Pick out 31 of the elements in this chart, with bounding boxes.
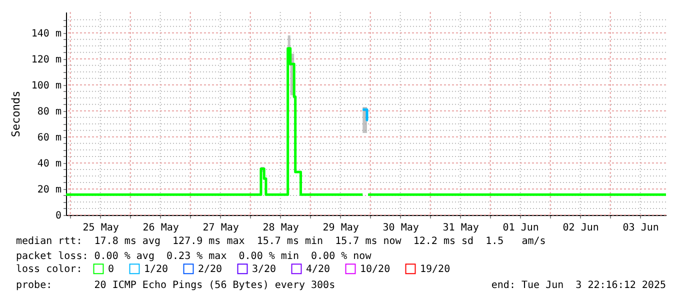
x-tick-label: 31 May (442, 222, 479, 234)
x-tick-label: 29 May (322, 222, 359, 234)
y-tick-label: 100 m (31, 80, 62, 92)
legend-label: 0 (108, 264, 114, 275)
legend-label: 19/20 (420, 264, 450, 275)
x-tick-label: 28 May (262, 222, 299, 234)
text: median rtt: 17.8 ms avg 127.9 ms max 15.7 ms min 15.7 ms now 12.2 ms sd 1.5 am/s (16, 236, 546, 247)
x-tick-label: 02 Jun (562, 222, 599, 234)
text: probe: 20 ICMP Echo Pings (56 Bytes) every 300s (16, 280, 336, 291)
legend-title: loss color: (16, 264, 82, 275)
y-axis-title: Seconds (9, 90, 22, 138)
legend-label: 3/20 (252, 264, 276, 275)
y-tick-label: 0 (55, 210, 62, 222)
y-tick-label: 140 m (31, 28, 62, 40)
x-tick-label: 27 May (202, 222, 239, 234)
y-tick-label: 40 m (37, 158, 62, 170)
y-tick-label: 80 m (37, 106, 62, 118)
x-tick-label: 01 Jun (502, 222, 539, 234)
y-tick-label: 60 m (37, 132, 62, 144)
y-tick-label: 120 m (31, 54, 62, 66)
x-tick-label: 30 May (382, 222, 419, 234)
x-tick-label: 25 May (82, 222, 119, 234)
legend-label: 1/20 (144, 264, 168, 275)
text: end: Tue Jun 3 22:16:12 2025 (491, 280, 666, 291)
y-tick-label: 20 m (37, 184, 62, 196)
legend-label: 10/20 (360, 264, 390, 275)
legend-label: 4/20 (306, 264, 330, 275)
legend-label: 2/20 (198, 264, 222, 275)
x-tick-label: 26 May (142, 222, 179, 234)
x-tick-label: 03 Jun (622, 222, 659, 234)
text: packet loss: 0.00 % avg 0.23 % max 0.00 % min 0.00 % now (16, 251, 372, 262)
